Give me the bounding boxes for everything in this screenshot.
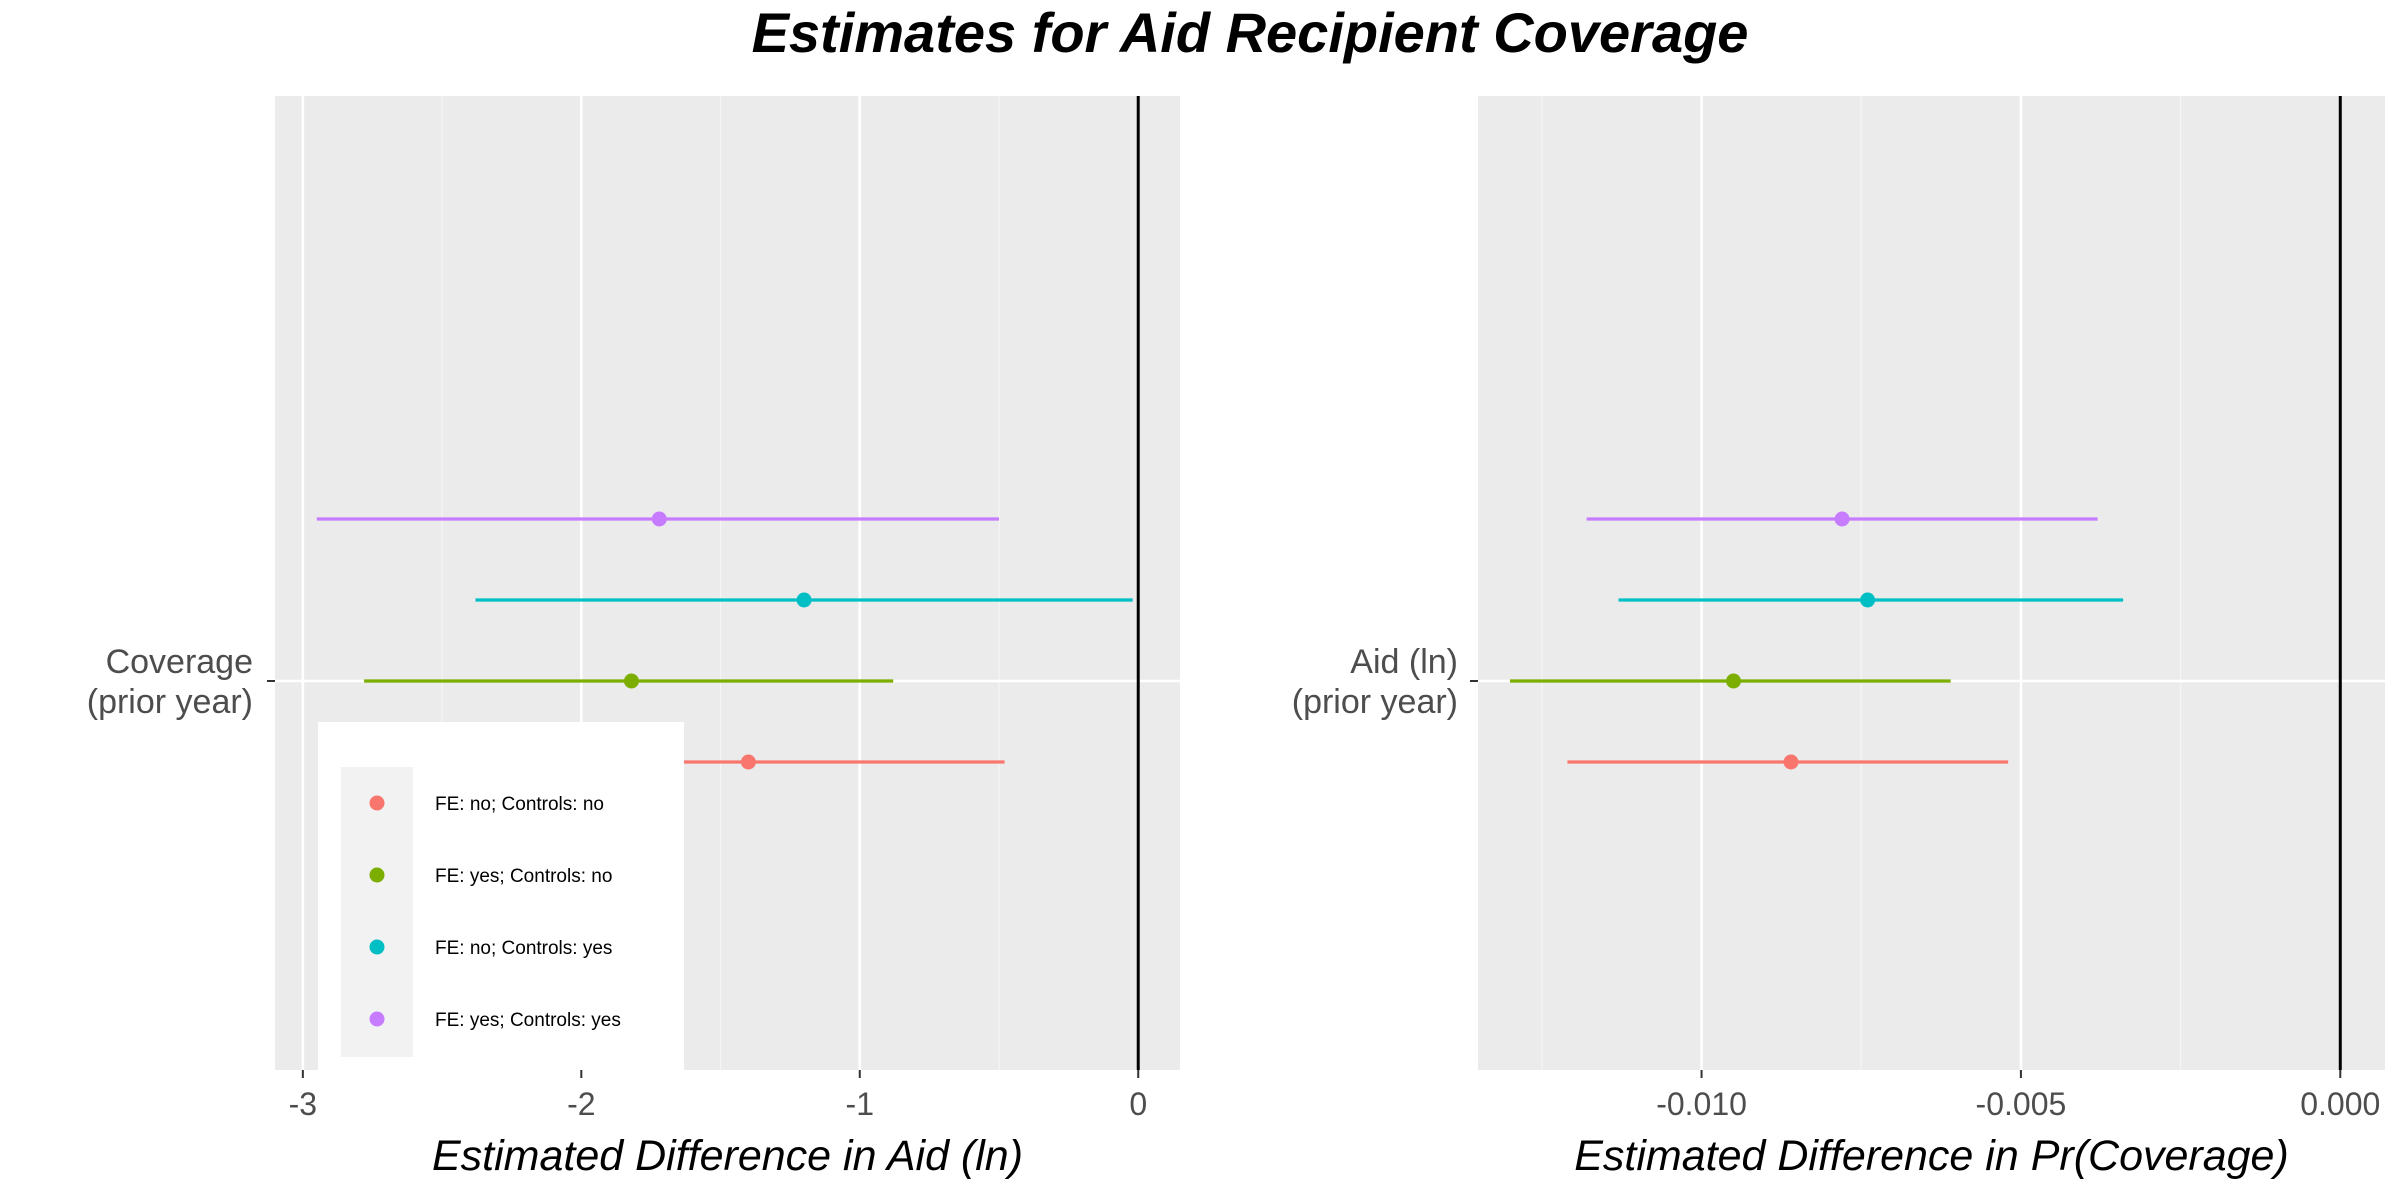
legend-key-dot (369, 795, 385, 811)
x-tick-label: -3 (289, 1086, 317, 1122)
panel-background (1478, 96, 2385, 1070)
x-axis-label: Estimated Difference in Aid (ln) (432, 1132, 1023, 1180)
legend-key-dot (369, 939, 385, 955)
y-category-label: Coverage (106, 643, 253, 681)
legend-key-background (341, 767, 413, 1057)
x-tick-label: -2 (567, 1086, 595, 1122)
x-tick-label: -0.005 (1976, 1086, 2067, 1122)
legend-key-dot (369, 867, 385, 883)
panel-2: -0.010 -0.005 0.000 Aid (ln)(prior year) Est… (1292, 96, 2385, 1180)
legend: FE: no; Controls: no FE: yes; Controls: n… (318, 722, 684, 1070)
point-estimate (1725, 673, 1741, 689)
legend-entry-label: FE: no; Controls: no (435, 794, 604, 815)
point-estimate (1834, 511, 1850, 527)
point-estimate (651, 511, 667, 527)
point-estimate (740, 754, 756, 770)
legend-key-dot (369, 1011, 385, 1027)
point-estimate (623, 673, 639, 689)
point-estimate (1783, 754, 1799, 770)
legend-entry-label: FE: yes; Controls: no (435, 866, 612, 887)
point-estimate (1860, 592, 1876, 608)
legend-entry-label: FE: yes; Controls: yes (435, 1010, 621, 1031)
y-category-label: Aid (ln) (1350, 643, 1458, 681)
x-tick-label: 0.000 (2300, 1086, 2380, 1122)
x-tick-label: -1 (846, 1086, 874, 1122)
point-estimate (796, 592, 812, 608)
chart-title: Estimates for Aid Recipient Coverage (752, 1, 1749, 64)
x-tick-label: 0 (1129, 1086, 1147, 1122)
x-axis-label: Estimated Difference in Pr(Coverage) (1574, 1132, 2289, 1180)
y-category-label: (prior year) (1292, 683, 1458, 721)
y-category-label: (prior year) (87, 683, 253, 721)
legend-entry-label: FE: no; Controls: yes (435, 938, 612, 959)
x-tick-label: -0.010 (1656, 1086, 1747, 1122)
